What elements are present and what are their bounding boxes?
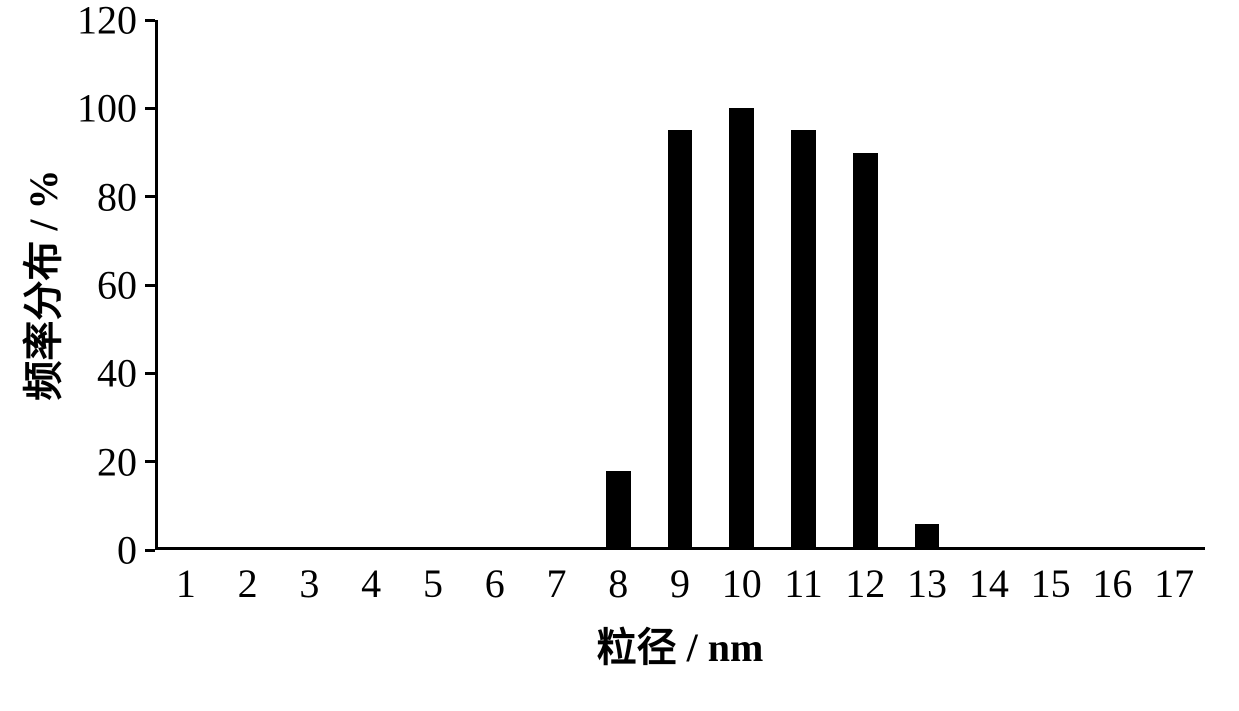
- histogram-bar: [915, 524, 940, 551]
- histogram-bar: [791, 130, 816, 550]
- x-tick-label: 17: [1154, 560, 1194, 607]
- y-tick-label: 80: [0, 173, 137, 220]
- x-tick-label: 10: [722, 560, 762, 607]
- y-tick-mark: [145, 284, 155, 287]
- x-tick-label: 11: [784, 560, 823, 607]
- histogram-bar: [606, 471, 631, 551]
- x-tick-label: 1: [176, 560, 196, 607]
- x-axis-title: 粒径 / nm: [597, 615, 764, 673]
- x-tick-label: 5: [423, 560, 443, 607]
- y-tick-mark: [145, 195, 155, 198]
- x-tick-label: 6: [485, 560, 505, 607]
- x-tick-label: 2: [238, 560, 258, 607]
- y-tick-mark: [145, 107, 155, 110]
- y-tick-label: 60: [0, 262, 137, 309]
- x-tick-label: 13: [907, 560, 947, 607]
- y-tick-mark: [145, 460, 155, 463]
- x-tick-label: 9: [670, 560, 690, 607]
- y-tick-mark: [145, 372, 155, 375]
- particle-size-chart: 频率分布 / % 粒径 / nm 02040608010012012345678…: [0, 0, 1239, 711]
- y-tick-mark: [145, 549, 155, 552]
- x-tick-label: 16: [1092, 560, 1132, 607]
- x-tick-label: 14: [969, 560, 1009, 607]
- y-tick-label: 0: [0, 527, 137, 574]
- histogram-bar: [853, 153, 878, 551]
- x-tick-label: 15: [1031, 560, 1071, 607]
- x-tick-label: 7: [546, 560, 566, 607]
- y-tick-label: 40: [0, 350, 137, 397]
- x-tick-label: 8: [608, 560, 628, 607]
- histogram-bar: [668, 130, 693, 550]
- y-tick-mark: [145, 19, 155, 22]
- x-tick-label: 3: [299, 560, 319, 607]
- y-tick-label: 100: [0, 85, 137, 132]
- histogram-bar: [729, 108, 754, 550]
- y-tick-label: 120: [0, 0, 137, 44]
- x-tick-label: 4: [361, 560, 381, 607]
- y-axis-line: [155, 20, 158, 550]
- x-tick-label: 12: [845, 560, 885, 607]
- y-tick-label: 20: [0, 438, 137, 485]
